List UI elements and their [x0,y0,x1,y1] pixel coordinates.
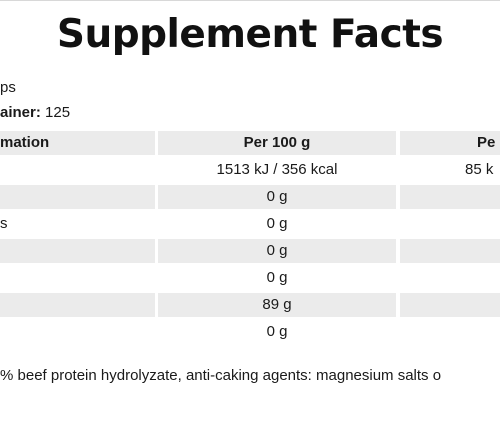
page-title: Supplement Facts [56,12,444,57]
row-per-100g: 0 g [266,269,288,286]
header-per-serving: Pe [400,131,500,155]
servings-per-container-label: ainer: [0,104,41,121]
row-per-serving [400,212,500,236]
row-per-serving [400,239,500,263]
row-per-100g: 1513 kJ / 356 kcal [216,161,338,178]
row-label [0,293,155,317]
row-label: s [0,215,8,232]
table-row: 1513 kJ / 356 kcal 85 k [0,158,500,185]
top-divider [0,0,500,1]
table-row: s 0 g [0,212,500,239]
row-per-serving [400,293,500,317]
row-per-100g: 0 g [266,323,288,340]
row-per-serving [400,185,500,209]
servings-per-container: ainer: 125 [0,104,70,121]
row-per-100g: 0 g [158,239,396,263]
serving-size-text: ps [0,79,16,96]
serving-size-value: ps [0,79,16,96]
table-row: 0 g [0,320,500,347]
header-nutrition-information: mation [0,131,155,155]
row-per-100g: 0 g [266,215,288,232]
table-header-row: mation Per 100 g Pe [0,131,500,158]
row-per-serving [400,320,500,344]
row-per-serving [400,266,500,290]
row-per-serving: 85 k [465,161,494,178]
header-per-100g: Per 100 g [158,131,396,155]
table-row: 0 g [0,266,500,293]
row-per-100g: 0 g [158,185,396,209]
table-row: 0 g [0,239,500,266]
row-label [0,239,155,263]
table-row: 0 g [0,185,500,212]
row-label [0,320,155,344]
table-row: 89 g [0,293,500,320]
servings-per-container-value: 125 [45,104,71,121]
nutrition-table: mation Per 100 g Pe 1513 kJ / 356 kcal 8… [0,131,500,347]
row-label [0,266,155,290]
ingredients-text: % beef protein hydrolyzate, anti-caking … [0,367,442,384]
row-label [0,185,155,209]
row-label [0,158,155,182]
row-per-100g: 89 g [158,293,396,317]
